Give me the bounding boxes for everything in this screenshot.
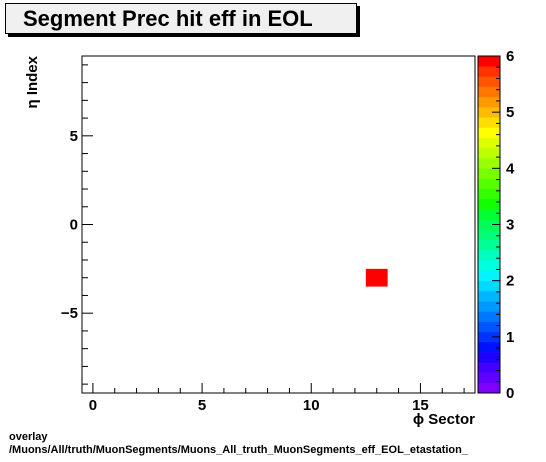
- palette-tick-label-0: 0: [506, 385, 514, 402]
- palette-swatch-17: [478, 209, 500, 220]
- x-tick-label-5: 5: [198, 397, 206, 414]
- palette-swatch-24: [478, 137, 500, 149]
- palette-swatch-4: [478, 341, 500, 353]
- palette-swatch-6: [478, 321, 500, 333]
- palette-swatch-2: [478, 362, 500, 373]
- palette-swatch-30: [478, 76, 500, 87]
- palette-swatch-22: [478, 158, 500, 169]
- palette-swatch-10: [478, 280, 500, 292]
- palette-swatch-23: [478, 147, 500, 159]
- x-tick-label-0: 0: [89, 397, 97, 414]
- x-tick-label-15: 15: [412, 397, 429, 414]
- palette-swatch-9: [478, 290, 500, 302]
- heatmap-cell-0: [365, 268, 388, 287]
- plot-frame: [81, 55, 476, 394]
- palette-swatch-21: [478, 168, 500, 179]
- palette-tick-label-1: 1: [506, 329, 514, 346]
- palette-swatch-26: [478, 117, 500, 128]
- palette-tick-label-5: 5: [506, 104, 514, 121]
- y-axis-title: η Index: [24, 55, 41, 108]
- palette-tick-label-3: 3: [506, 217, 514, 234]
- palette-swatch-18: [478, 198, 500, 210]
- palette-swatch-8: [478, 301, 500, 312]
- palette-swatch-25: [478, 127, 500, 138]
- footer-caption: overlay /Muons/All/truth/MuonSegments/Mu…: [9, 431, 468, 457]
- x-axis-title: ϕ Sector: [413, 411, 475, 428]
- palette-tick-label-6: 6: [506, 48, 514, 65]
- x-tick-label-10: 10: [303, 397, 320, 414]
- palette-swatch-12: [478, 260, 500, 271]
- palette-swatch-19: [478, 188, 500, 200]
- palette-tick-label-4: 4: [506, 160, 515, 177]
- palette-swatch-16: [478, 219, 500, 230]
- y-tick-label-0: 0: [70, 217, 78, 234]
- footer-line-1: overlay: [9, 431, 48, 443]
- palette-swatch-29: [478, 86, 500, 98]
- palette-swatch-1: [478, 372, 500, 384]
- y-tick-label--5: −5: [61, 305, 78, 322]
- palette-swatch-11: [478, 270, 500, 281]
- chart-title: Segment Prec hit eff in EOL: [5, 3, 357, 34]
- palette-swatch-7: [478, 311, 500, 322]
- palette-swatch-15: [478, 229, 500, 241]
- palette-swatch-28: [478, 96, 500, 108]
- palette-swatch-14: [478, 239, 500, 251]
- footer-line-2: /Muons/All/truth/MuonSegments/Muons_All_…: [9, 444, 468, 456]
- palette-swatch-20: [478, 178, 500, 190]
- palette-swatch-13: [478, 250, 500, 261]
- y-tick-label-5: 5: [70, 128, 78, 145]
- palette-swatch-32: [478, 56, 500, 67]
- palette-swatch-31: [478, 66, 500, 77]
- palette-swatch-27: [478, 107, 500, 118]
- palette-tick-label-2: 2: [506, 273, 514, 290]
- palette-swatch-5: [478, 331, 500, 343]
- palette-swatch-0: [478, 382, 500, 394]
- palette-swatch-3: [478, 352, 500, 363]
